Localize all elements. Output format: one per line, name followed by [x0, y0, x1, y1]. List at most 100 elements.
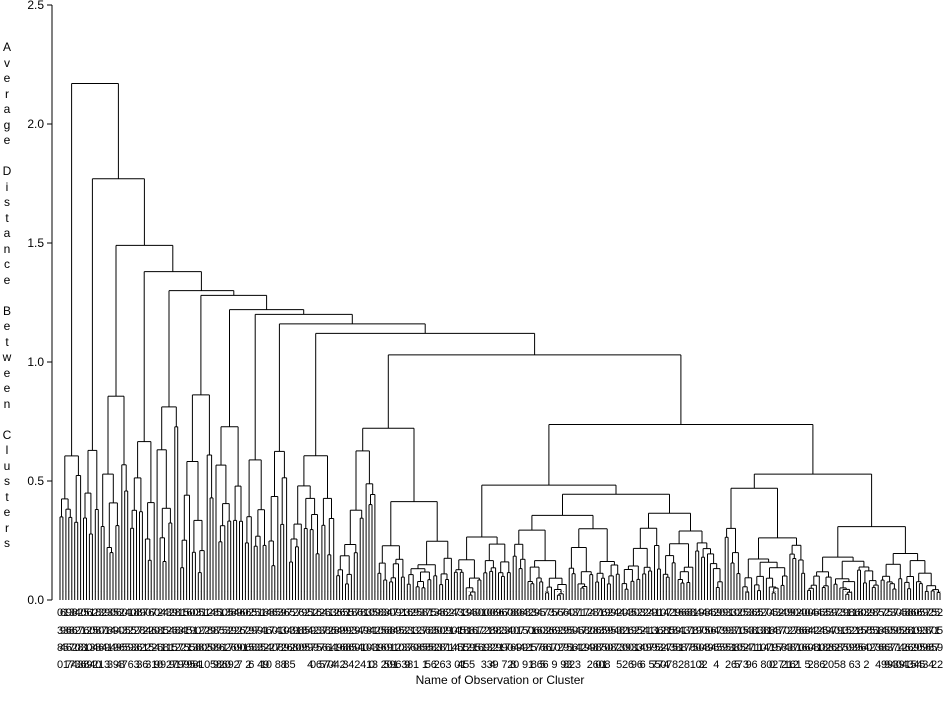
leaf-label-glyph: 2: [289, 642, 295, 654]
leaf-label-glyph: 3: [908, 659, 914, 671]
leaf-marker: .: [268, 588, 270, 594]
leaf-marker: .: [477, 588, 479, 594]
leaf-label-glyph: 5: [631, 607, 637, 619]
leaf-label-glyph: 3: [890, 607, 896, 619]
leaf-label-glyph: 0: [390, 607, 396, 619]
leaf-label-glyph: 2: [410, 607, 416, 619]
leaf-label-glyph: 8: [342, 642, 348, 654]
leaf-label-glyph: 2: [816, 625, 822, 637]
leaf-label-glyph: 0: [604, 642, 610, 654]
leaf-label-glyph: 8: [610, 642, 616, 654]
leaf-label-glyph: 1: [186, 642, 192, 654]
leaf-label-glyph: 9: [722, 625, 728, 637]
leaf-label-glyph: 7: [560, 642, 566, 654]
leaf-label-glyph: 2: [822, 659, 828, 671]
leaf-label-glyph: 7: [181, 659, 187, 671]
leaf-label-glyph: 9: [345, 625, 351, 637]
y-title-letter: e: [3, 272, 11, 287]
leaf-marker: .: [704, 588, 706, 594]
leaf-marker: .: [592, 588, 594, 594]
leaf-marker: .: [710, 588, 712, 594]
leaf-marker: .: [601, 588, 603, 594]
leaf-label-glyph: 0: [598, 659, 604, 671]
leaf-label-glyph: 9: [495, 607, 501, 619]
leaf-label-glyph: 7: [778, 625, 784, 637]
leaf-label-glyph: 9: [160, 659, 166, 671]
leaf-label-glyph: 7: [687, 642, 693, 654]
leaf-label-glyph: 8: [301, 625, 307, 637]
leaf-label-glyph: 9: [466, 607, 472, 619]
leaf-label-glyph: 9: [887, 659, 893, 671]
leaf-marker: .: [245, 588, 247, 594]
leaf-label-glyph: 1: [428, 607, 434, 619]
leaf-label-glyph: 8: [78, 642, 84, 654]
leaf-label-glyph: 1: [766, 625, 772, 637]
leaf-label-glyph: 1: [690, 659, 696, 671]
leaf-marker: .: [345, 588, 347, 594]
leaf-label-glyph: 6: [136, 642, 142, 654]
leaf-label-glyph: 8: [292, 642, 298, 654]
leaf-label-glyph: 6: [348, 642, 354, 654]
leaf-label-glyph: 1: [392, 642, 398, 654]
leaf-label-glyph: 7: [407, 642, 413, 654]
leaf-label-glyph: 3: [504, 625, 510, 637]
leaf-label-glyph: 3: [372, 659, 378, 671]
leaf-label-glyph: 4: [784, 642, 790, 654]
leaf-label-glyph: 4: [307, 659, 313, 671]
leaf-marker: .: [480, 588, 482, 594]
leaf-label-glyph: 4: [663, 659, 669, 671]
leaf-label-glyph: 0: [793, 607, 799, 619]
leaf-label-glyph: 8: [251, 642, 257, 654]
leaf-label-glyph: 9: [855, 642, 861, 654]
leaf-label-glyph: 4: [746, 625, 752, 637]
leaf-label-glyph: 9: [216, 642, 222, 654]
leaf-label-glyph: 9: [139, 607, 145, 619]
leaf-label-glyph: 5: [669, 625, 675, 637]
leaf-label-glyph: 8: [796, 625, 802, 637]
leaf-label-glyph: 2: [145, 642, 151, 654]
leaf-label-glyph: 2: [142, 625, 148, 637]
leaf-label-glyph: 9: [893, 625, 899, 637]
leaf-label-glyph: 4: [357, 642, 363, 654]
leaf-marker: .: [527, 588, 529, 594]
leaf-label-glyph: 5: [649, 659, 655, 671]
leaf-marker: .: [153, 588, 155, 594]
leaf-label-glyph: 8: [213, 642, 219, 654]
leaf-label-glyph: 4: [899, 642, 905, 654]
leaf-marker: .: [677, 588, 679, 594]
leaf-marker: .: [236, 588, 238, 594]
leaf-label-glyph: 3: [122, 625, 128, 637]
leaf-label-glyph: 9: [307, 642, 313, 654]
leaf-marker: .: [939, 588, 941, 594]
leaf-marker: .: [880, 588, 882, 594]
leaf-label-glyph: 8: [840, 659, 846, 671]
leaf-label-glyph: 7: [657, 659, 663, 671]
leaf-label-glyph: 0: [819, 642, 825, 654]
leaf-label-glyph: 4: [707, 607, 713, 619]
leaf-label-glyph: 8: [908, 625, 914, 637]
leaf-label-glyph: 8: [563, 659, 569, 671]
leaf-marker: .: [451, 588, 453, 594]
leaf-label-glyph: 1: [448, 625, 454, 637]
leaf-label-glyph: 9: [189, 625, 195, 637]
leaf-label-glyph: 4: [392, 625, 398, 637]
leaf-marker: .: [916, 588, 918, 594]
dendrogram-links: [59, 83, 941, 600]
leaf-label-glyph: 9: [337, 642, 343, 654]
leaf-label-glyph: 9: [113, 642, 119, 654]
leaf-marker: .: [886, 588, 888, 594]
leaf-label-glyph: 2: [931, 659, 937, 671]
leaf-label-glyph: 0: [413, 642, 419, 654]
leaf-label-glyph: 1: [934, 625, 940, 637]
leaf-label-glyph: 3: [616, 625, 622, 637]
leaf-label-glyph: 7: [172, 659, 178, 671]
leaf-label-glyph: 1: [581, 607, 587, 619]
leaf-label-glyph: 0: [737, 642, 743, 654]
leaf-label-glyph: 3: [631, 642, 637, 654]
leaf-label-glyph: 0: [86, 642, 92, 654]
leaf-label-glyph: 4: [696, 607, 702, 619]
leaf-marker: .: [836, 588, 838, 594]
leaf-label-glyph: 0: [195, 625, 201, 637]
leaf-marker: .: [398, 588, 400, 594]
leaf-label-glyph: 0: [475, 607, 481, 619]
